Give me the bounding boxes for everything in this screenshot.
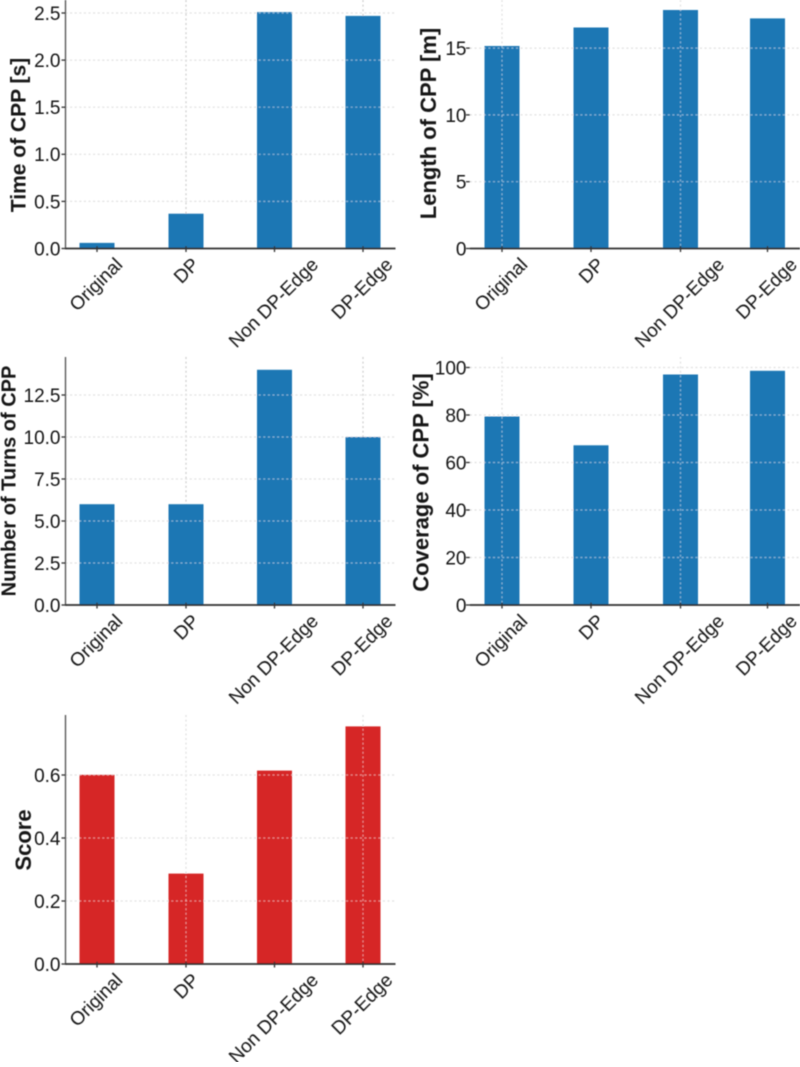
svg-text:20: 20 bbox=[445, 548, 466, 569]
svg-text:60: 60 bbox=[445, 453, 466, 474]
svg-text:0.4: 0.4 bbox=[34, 829, 61, 850]
svg-text:10.0: 10.0 bbox=[24, 428, 61, 449]
svg-text:Number of Turns of CPP: Number of Turns of CPP bbox=[0, 366, 21, 597]
svg-text:12.5: 12.5 bbox=[24, 386, 61, 407]
svg-text:0: 0 bbox=[456, 239, 467, 260]
svg-text:Score: Score bbox=[11, 809, 36, 870]
svg-text:Coverage of CPP [%]: Coverage of CPP [%] bbox=[408, 373, 433, 591]
svg-text:0.6: 0.6 bbox=[34, 766, 60, 787]
svg-text:10: 10 bbox=[445, 106, 466, 127]
svg-text:2.5: 2.5 bbox=[34, 4, 60, 25]
svg-text:Time of CPP [s]: Time of CPP [s] bbox=[8, 58, 31, 212]
svg-text:2.0: 2.0 bbox=[34, 51, 60, 72]
svg-text:40: 40 bbox=[445, 501, 466, 522]
svg-text:0: 0 bbox=[456, 596, 467, 617]
svg-text:80: 80 bbox=[445, 406, 466, 427]
svg-text:1.0: 1.0 bbox=[34, 145, 60, 166]
svg-text:0.0: 0.0 bbox=[34, 955, 60, 976]
svg-text:1.5: 1.5 bbox=[34, 98, 60, 119]
svg-text:100: 100 bbox=[435, 358, 467, 379]
svg-text:Length of CPP [m]: Length of CPP [m] bbox=[416, 28, 441, 219]
svg-text:15: 15 bbox=[445, 39, 466, 60]
svg-text:0.2: 0.2 bbox=[34, 892, 60, 913]
svg-text:5: 5 bbox=[456, 173, 467, 194]
svg-text:2.5: 2.5 bbox=[34, 554, 60, 575]
svg-text:0.0: 0.0 bbox=[34, 239, 60, 260]
svg-text:0.5: 0.5 bbox=[34, 192, 60, 213]
svg-text:5.0: 5.0 bbox=[34, 512, 60, 533]
svg-text:0.0: 0.0 bbox=[34, 596, 60, 617]
svg-text:7.5: 7.5 bbox=[34, 470, 60, 491]
